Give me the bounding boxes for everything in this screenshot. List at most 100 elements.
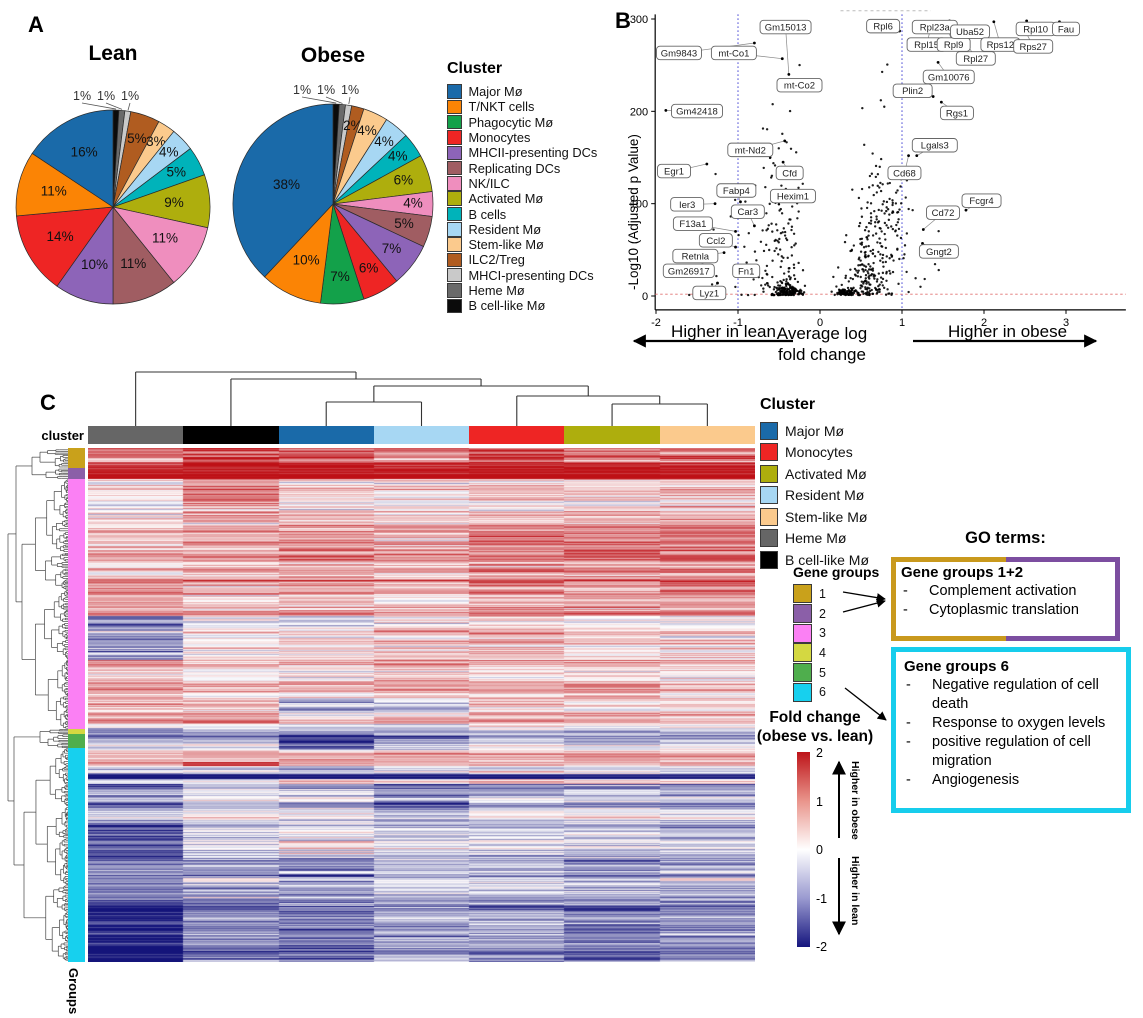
legend-label: Stem-like Mø bbox=[468, 237, 544, 253]
pie-slice-label: 6% bbox=[394, 173, 414, 188]
pie-small-slice-label: 1% bbox=[73, 89, 91, 103]
gene-group-block bbox=[68, 448, 85, 468]
gene-groups-items: 1 2 3 4 5 6 bbox=[793, 584, 879, 702]
legend-item: B cell-like Mø bbox=[447, 298, 597, 313]
legend-label: B cell-like Mø bbox=[785, 551, 870, 568]
column-cluster-block bbox=[88, 426, 184, 444]
legend-label: MHCI-presenting DCs bbox=[468, 267, 594, 283]
pie-slice-label: 11% bbox=[41, 184, 67, 199]
gene-label: Cd72 bbox=[932, 208, 955, 219]
arrow-group1-to-box bbox=[842, 591, 886, 603]
go-box1-purple-border bbox=[1005, 557, 1120, 641]
gene-point bbox=[907, 154, 910, 158]
gene-point bbox=[734, 229, 737, 233]
gene-point bbox=[921, 241, 924, 245]
legend-swatch bbox=[760, 443, 778, 462]
go-box2-item: - positive regulation of cell migration bbox=[906, 734, 1091, 769]
pie-slice-label: 5% bbox=[394, 216, 414, 231]
gene-label: Egr1 bbox=[664, 167, 684, 178]
pie-leader-line bbox=[81, 102, 117, 110]
legend-label: MHCII-presenting DCs bbox=[468, 145, 598, 161]
pie-leader-line bbox=[325, 96, 343, 104]
gene-point bbox=[936, 60, 940, 64]
pie-slice-label: 6% bbox=[359, 260, 379, 275]
volcano-x-tick: -1 bbox=[733, 317, 743, 329]
gene-point bbox=[753, 224, 756, 228]
column-cluster-colorbar bbox=[88, 426, 755, 444]
legend-swatch bbox=[447, 114, 462, 130]
gene-label-box bbox=[955, 51, 996, 66]
gene-label-box bbox=[672, 248, 719, 264]
legend-item: B cell-like Mø bbox=[760, 549, 869, 571]
gene-point bbox=[939, 100, 943, 104]
legend-label: Monocytes bbox=[468, 130, 531, 146]
gene-label: mt-Nd2 bbox=[735, 145, 766, 156]
gene-point bbox=[915, 154, 919, 158]
gene-point bbox=[992, 20, 996, 24]
gene-point bbox=[734, 245, 737, 249]
legend-label: Resident Mø bbox=[468, 221, 542, 237]
legend-label: Monocytes bbox=[785, 444, 853, 461]
gene-label-box bbox=[716, 183, 757, 198]
higher-in-obese-note: Higher in obese bbox=[947, 322, 1068, 341]
legend-item: 5 bbox=[793, 663, 879, 683]
pie-small-slice-label: 1% bbox=[97, 89, 115, 103]
gene-point bbox=[781, 160, 785, 164]
legend-item: Monocytes bbox=[760, 442, 869, 464]
gene-point bbox=[964, 208, 968, 212]
x-axis-label-line2: fold change bbox=[778, 345, 866, 364]
gene-label-box bbox=[939, 105, 974, 121]
gene-label: Gm9843 bbox=[661, 48, 697, 59]
legend-label: 2 bbox=[819, 606, 826, 621]
gene-label: Rps27 bbox=[1019, 42, 1046, 53]
gene-group-block bbox=[68, 734, 85, 748]
gene-label: Rpl27 bbox=[963, 54, 988, 65]
gene-label-box bbox=[698, 233, 733, 248]
column-cluster-block bbox=[564, 426, 660, 444]
legend-label: Replicating DCs bbox=[468, 160, 561, 176]
gene-label-box bbox=[775, 165, 804, 181]
pie-slice-label: 4% bbox=[159, 145, 179, 160]
pie-small-slice-label: 1% bbox=[293, 83, 311, 97]
legend-item: Activated Mø bbox=[760, 463, 869, 485]
legend-label: ILC2/Treg bbox=[468, 252, 525, 268]
column-cluster-block bbox=[278, 426, 374, 444]
legend-swatch bbox=[447, 84, 462, 99]
column-cluster-block bbox=[183, 426, 279, 444]
volcano-y-tick: 100 bbox=[630, 199, 648, 211]
gene-point bbox=[1025, 19, 1029, 23]
gene-label-box bbox=[776, 78, 823, 93]
gene-point bbox=[931, 95, 935, 98]
gene-label-box bbox=[926, 205, 960, 220]
go-box-groups-1-2: Gene groups 1+2 - Complement activation -… bbox=[891, 557, 1120, 641]
volcano-x-tick: 2 bbox=[981, 317, 987, 329]
gene-label: mt-Co1 bbox=[718, 48, 749, 59]
cluster-legend-panel-c: Cluster Major Mø Monocytes Activated Mø Res… bbox=[760, 396, 869, 571]
gene-label-box bbox=[672, 216, 713, 231]
gene-label-box bbox=[769, 188, 816, 204]
legend-swatch bbox=[447, 191, 462, 206]
legend-label: B cells bbox=[468, 206, 507, 222]
gene-label: Rps12 bbox=[987, 40, 1014, 51]
gene-point bbox=[716, 281, 719, 285]
gene-point bbox=[921, 228, 925, 231]
legend-label: Major Mø bbox=[468, 84, 523, 100]
gene-label-box bbox=[727, 142, 774, 158]
legend-item: Stem-like Mø bbox=[447, 237, 597, 252]
legend-item: Monocytes bbox=[447, 130, 597, 145]
legend-label: Activated Mø bbox=[468, 191, 544, 207]
pie-slice bbox=[112, 206, 209, 284]
pie-slice-label: 38% bbox=[273, 177, 300, 192]
legend-swatch bbox=[793, 682, 812, 702]
gene-label: Ier3 bbox=[679, 200, 695, 211]
legend-item: B cells bbox=[447, 206, 597, 222]
legend-swatch bbox=[447, 176, 462, 191]
panel-c-label: C bbox=[40, 390, 56, 415]
legend-label: 5 bbox=[819, 665, 826, 680]
gene-label-box bbox=[710, 45, 757, 61]
legend-swatch bbox=[447, 298, 462, 314]
legend-item: 6 bbox=[793, 682, 879, 702]
fold-change-tick: 0 bbox=[816, 843, 823, 857]
gene-group-block bbox=[68, 748, 85, 962]
legend-label: 3 bbox=[819, 626, 826, 641]
